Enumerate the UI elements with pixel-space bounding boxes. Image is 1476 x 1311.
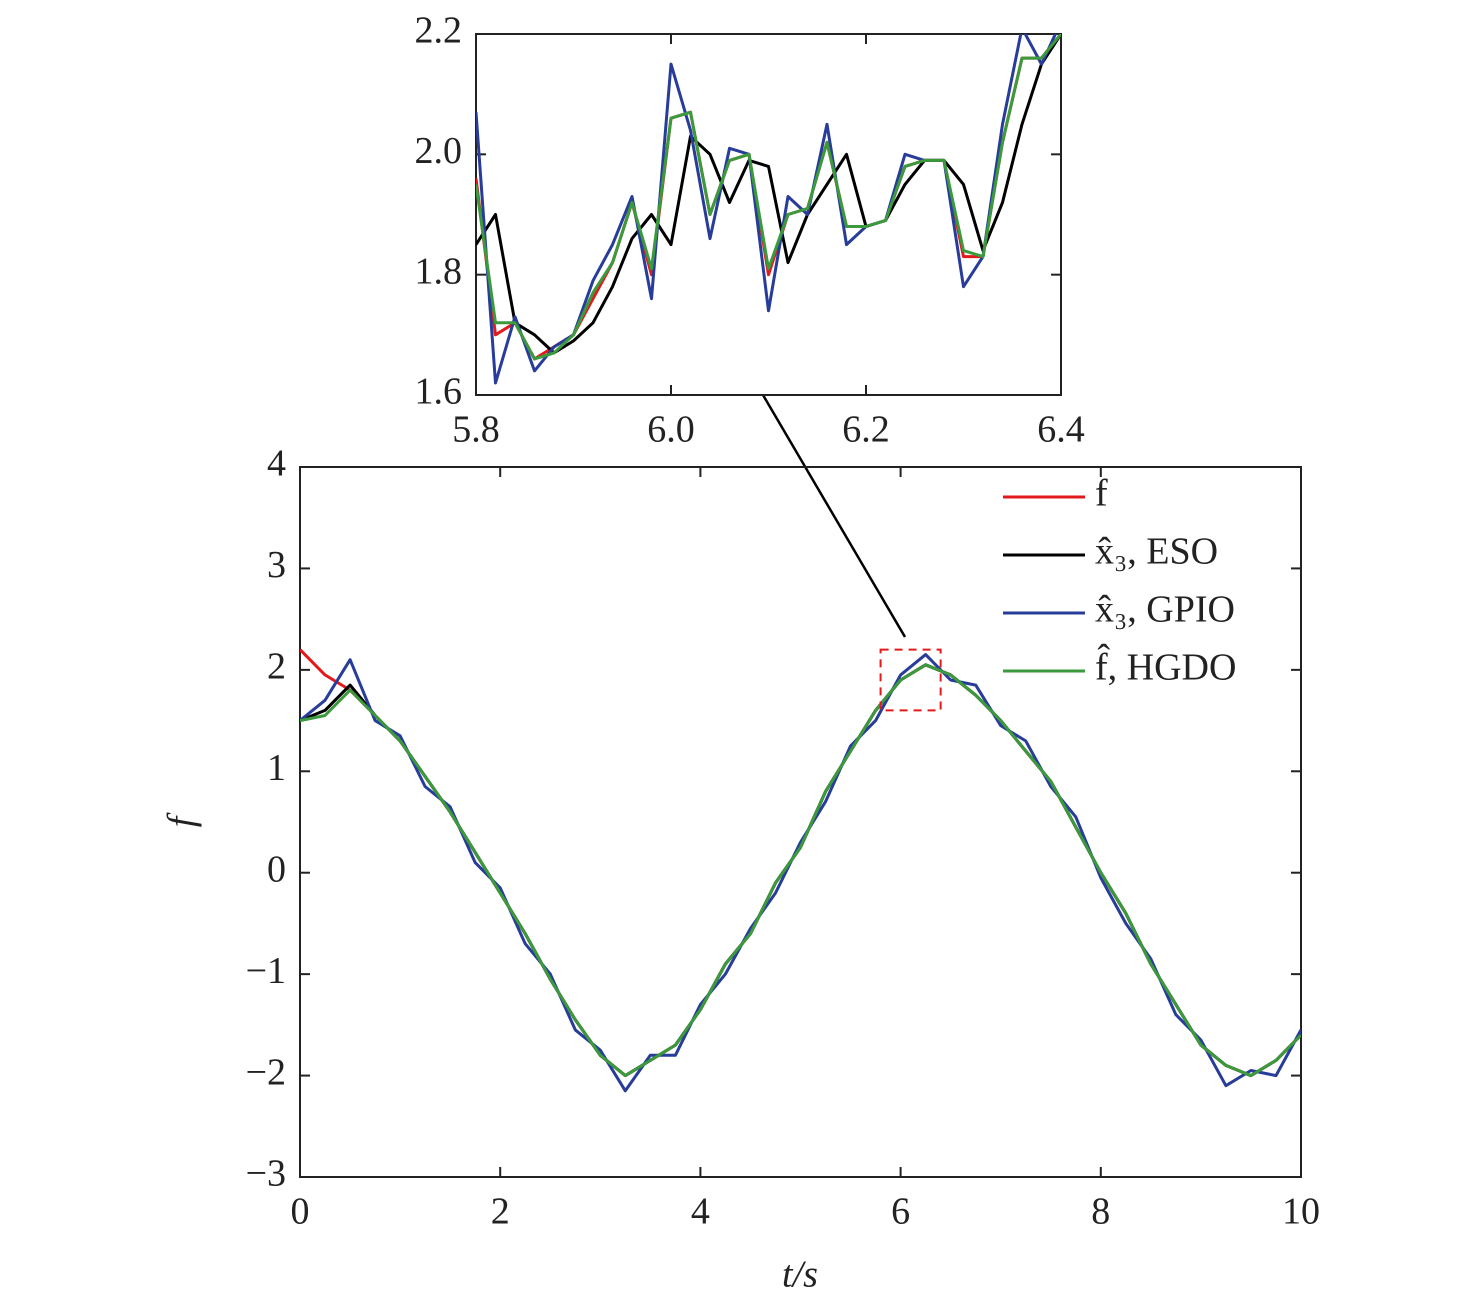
y-tick-label: 0 <box>267 848 286 890</box>
legend-label: x̂₃, ESO <box>1095 531 1218 573</box>
x-tick-label: 0 <box>291 1191 310 1233</box>
zoom-connector <box>761 394 907 638</box>
x-tick-label: 6.4 <box>1037 409 1085 451</box>
x-tick-label: 6.0 <box>647 409 695 451</box>
y-axis-label: f <box>161 812 203 827</box>
y-tick-label: 1.6 <box>415 371 463 413</box>
y-tick-label: 3 <box>267 544 286 586</box>
y-tick-label: 1 <box>267 747 286 789</box>
data-line <box>300 648 1301 1078</box>
data-line <box>300 663 1301 1078</box>
x-tick-label: 4 <box>691 1191 710 1233</box>
data-line <box>476 34 1061 361</box>
data-line <box>476 34 1061 355</box>
data-line <box>300 653 1301 1093</box>
y-tick-label: 1.8 <box>415 250 463 292</box>
data-line <box>476 34 1058 385</box>
legend-label: f̂, HGDO <box>1095 643 1236 688</box>
x-tick-label: 2 <box>491 1191 510 1233</box>
legend-label: f <box>1095 473 1108 515</box>
y-tick-label: −2 <box>246 1051 286 1093</box>
legend-label: x̂₃, GPIO <box>1095 589 1235 631</box>
y-tick-label: 2.0 <box>415 130 463 172</box>
zoom-box <box>879 648 942 712</box>
x-tick-label: 6 <box>891 1191 910 1233</box>
x-tick-label: 6.2 <box>842 409 890 451</box>
y-tick-label: 2.2 <box>415 10 463 52</box>
y-tick-label: 4 <box>267 443 286 485</box>
x-tick-label: 5.8 <box>452 409 500 451</box>
x-tick-label: 10 <box>1282 1191 1320 1233</box>
x-tick-label: 8 <box>1091 1191 1110 1233</box>
plot-frame <box>299 466 1302 1178</box>
plot-frame <box>475 33 1062 396</box>
y-tick-label: −3 <box>246 1153 286 1195</box>
x-axis-label: t/s <box>782 1254 818 1296</box>
y-tick-label: 2 <box>267 646 286 688</box>
data-line <box>300 663 1301 1078</box>
y-tick-label: −1 <box>246 950 286 992</box>
